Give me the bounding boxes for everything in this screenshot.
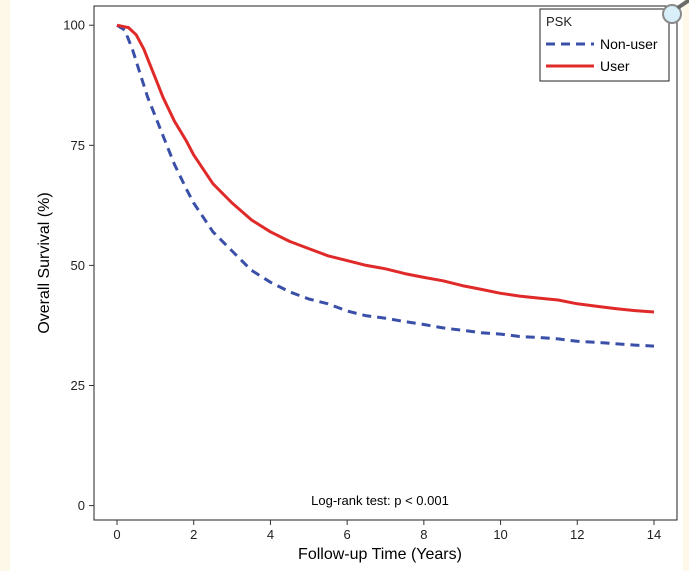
y-tick-label: 25 xyxy=(71,378,85,393)
plot-frame xyxy=(93,5,678,521)
series-layer xyxy=(116,23,655,348)
survival-chart: 0 2 4 6 8 10 12 14 0 25 50 75 100 Follow-up Time (Ye… xyxy=(36,5,678,563)
series-line-user xyxy=(116,23,655,314)
legend-title: PSK xyxy=(546,14,572,29)
y-tick-label: 75 xyxy=(71,138,85,153)
y-tick-label: 50 xyxy=(71,258,85,273)
x-tick-label: 8 xyxy=(420,527,427,542)
axis-ticks: 0 2 4 6 8 10 12 14 0 25 50 75 100 xyxy=(63,18,661,542)
x-tick-label: 14 xyxy=(647,527,661,542)
magnifier-icon[interactable] xyxy=(658,0,689,30)
y-axis-title: Overall Survival (%) xyxy=(36,192,53,333)
x-tick-label: 10 xyxy=(493,527,507,542)
log-rank-annotation: Log-rank test: p < 0.001 xyxy=(311,493,449,508)
x-tick-label: 6 xyxy=(344,527,351,542)
legend-label-non-user: Non-user xyxy=(600,36,658,52)
y-tick-label: 0 xyxy=(78,498,85,513)
x-tick-label: 12 xyxy=(570,527,584,542)
x-tick-label: 4 xyxy=(267,527,274,542)
legend-label-user: User xyxy=(600,58,630,74)
x-tick-label: 0 xyxy=(113,527,120,542)
x-axis-title: Follow-up Time (Years) xyxy=(298,546,462,563)
x-tick-label: 2 xyxy=(190,527,197,542)
legend: PSK Non-user User xyxy=(539,8,670,82)
figure-panel: 0 2 4 6 8 10 12 14 0 25 50 75 100 Follow-up Time (Ye… xyxy=(10,0,689,571)
series-line-non-user xyxy=(116,23,655,348)
y-tick-label: 100 xyxy=(63,18,85,33)
